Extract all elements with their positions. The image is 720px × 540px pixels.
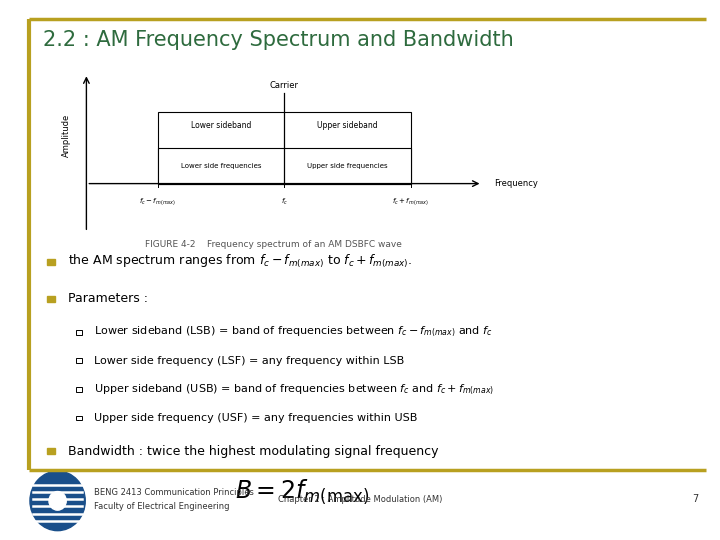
Text: the AM spectrum ranges from $f_c - f_{m(max)}$ to $f_c + f_{m(max)}$.: the AM spectrum ranges from $f_c - f_{m(… bbox=[68, 253, 413, 271]
FancyBboxPatch shape bbox=[76, 416, 82, 420]
Text: $f_c$: $f_c$ bbox=[281, 197, 288, 207]
Text: FIGURE 4-2    Frequency spectrum of an AM DSBFC wave: FIGURE 4-2 Frequency spectrum of an AM D… bbox=[145, 240, 402, 249]
Text: $f_c + f_{m(max)}$: $f_c + f_{m(max)}$ bbox=[392, 197, 430, 207]
Text: $B = 2f_{m(\mathrm{max})}$: $B = 2f_{m(\mathrm{max})}$ bbox=[235, 478, 369, 506]
Text: 2.2 : AM Frequency Spectrum and Bandwidth: 2.2 : AM Frequency Spectrum and Bandwidt… bbox=[43, 30, 514, 50]
Text: Amplitude: Amplitude bbox=[62, 113, 71, 157]
Circle shape bbox=[49, 491, 66, 510]
Text: Upper side frequencies: Upper side frequencies bbox=[307, 163, 388, 169]
Text: 7: 7 bbox=[692, 495, 698, 504]
FancyBboxPatch shape bbox=[47, 448, 55, 454]
Text: Lower sideband (LSB) = band of frequencies between $f_c - f_{m(max)}$ and $f_c$: Lower sideband (LSB) = band of frequenci… bbox=[94, 325, 492, 339]
Text: Lower side frequency (LSF) = any frequency within LSB: Lower side frequency (LSF) = any frequen… bbox=[94, 356, 404, 366]
Text: Bandwidth : twice the highest modulating signal frequency: Bandwidth : twice the highest modulating… bbox=[68, 445, 439, 458]
FancyBboxPatch shape bbox=[76, 329, 82, 334]
Bar bbox=[158, 148, 411, 184]
Text: Upper sideband: Upper sideband bbox=[318, 121, 378, 130]
FancyBboxPatch shape bbox=[47, 259, 55, 265]
Text: Chapter 2 : Amplitude Modulation (AM): Chapter 2 : Amplitude Modulation (AM) bbox=[278, 495, 442, 504]
Text: Parameters :: Parameters : bbox=[68, 292, 148, 305]
Bar bbox=[158, 112, 411, 184]
Text: Upper side frequency (USF) = any frequencies within USB: Upper side frequency (USF) = any frequen… bbox=[94, 413, 417, 423]
Text: Lower side frequencies: Lower side frequencies bbox=[181, 163, 261, 169]
Text: $f_c - f_{m(max)}$: $f_c - f_{m(max)}$ bbox=[139, 197, 176, 207]
Text: Carrier: Carrier bbox=[270, 80, 299, 90]
Text: Lower sideband: Lower sideband bbox=[191, 121, 251, 130]
FancyBboxPatch shape bbox=[47, 296, 55, 301]
Circle shape bbox=[30, 471, 85, 531]
FancyBboxPatch shape bbox=[76, 359, 82, 363]
Text: Frequency: Frequency bbox=[495, 179, 538, 188]
Text: Upper sideband (USB) = band of frequencies between $f_c$ and $f_c + f_{m(max)}$: Upper sideband (USB) = band of frequenci… bbox=[94, 382, 494, 396]
FancyBboxPatch shape bbox=[76, 387, 82, 392]
Text: BENG 2413 Communication Principles
Faculty of Electrical Engineering: BENG 2413 Communication Principles Facul… bbox=[94, 488, 253, 511]
